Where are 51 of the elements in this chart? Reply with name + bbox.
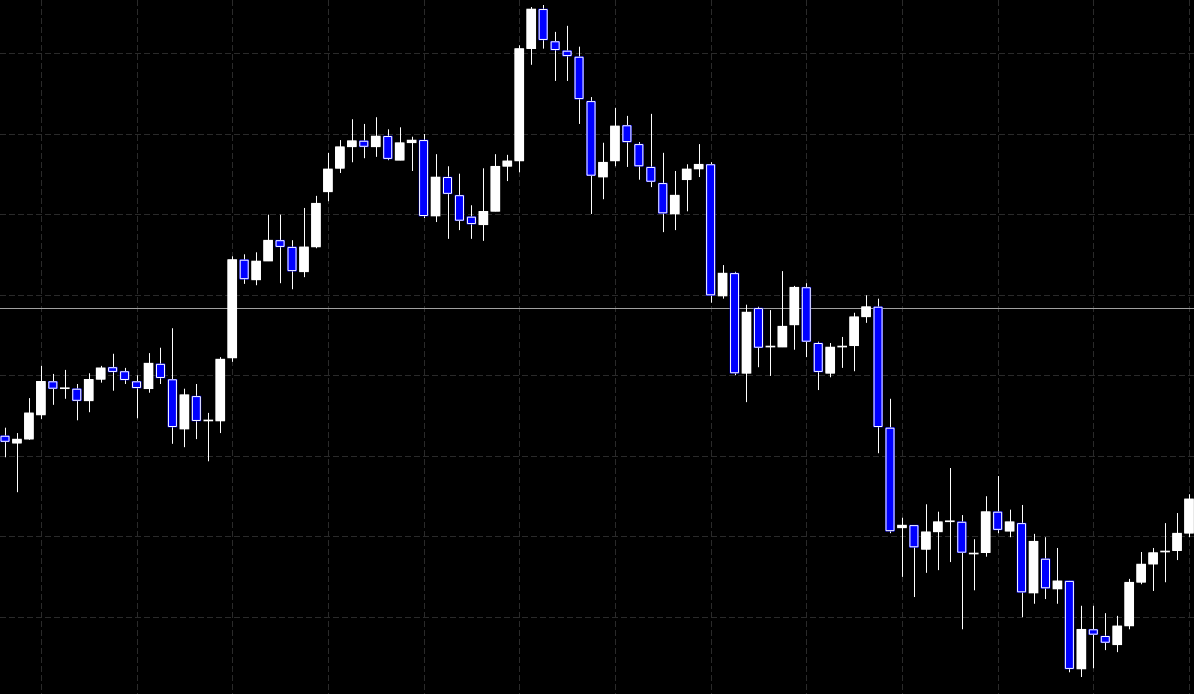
- candlestick: [669, 170, 680, 231]
- candlestick: [478, 167, 489, 242]
- candlestick: [861, 294, 871, 324]
- candlestick: [275, 214, 285, 284]
- candlestick: [645, 113, 656, 188]
- candlestick: [1100, 612, 1111, 651]
- candlestick: [71, 383, 82, 421]
- candlestick: [442, 165, 453, 240]
- candlestick: [347, 118, 357, 163]
- candlestick: [1136, 551, 1146, 585]
- candlestick: [693, 143, 704, 178]
- candlestick: [131, 374, 142, 419]
- candlestick: [406, 136, 417, 172]
- candlestick: [1172, 512, 1182, 561]
- candlestick: [777, 270, 788, 348]
- candlestick: [382, 128, 393, 161]
- candlestick: [622, 115, 632, 168]
- candlestick: [1148, 547, 1158, 592]
- candlestick: [909, 524, 919, 598]
- candlestick: [550, 31, 560, 82]
- candlestick: [335, 139, 345, 174]
- candlestick: [323, 152, 333, 202]
- candlestick: [933, 511, 943, 571]
- candlestick: [1088, 605, 1099, 669]
- candlestick: [502, 154, 513, 182]
- candlestick: [1004, 509, 1015, 538]
- candlestick: [370, 116, 381, 158]
- candlestick: [681, 163, 692, 212]
- candlestick: [263, 214, 273, 262]
- candlestick: [1052, 547, 1063, 605]
- candlestick: [394, 126, 405, 161]
- candlestick: [107, 353, 118, 392]
- candlestick: [12, 432, 22, 493]
- candlestick: [598, 142, 608, 200]
- candlestick: [83, 372, 94, 413]
- candlestick: [251, 251, 261, 286]
- candlestick: [59, 369, 70, 400]
- candlestick: [921, 503, 931, 574]
- candlestick: [717, 264, 728, 300]
- candlestick: [0, 427, 10, 458]
- candlestick: [944, 467, 955, 563]
- candlestick: [562, 25, 572, 82]
- candlestick: [239, 253, 250, 285]
- candlestick: [1112, 615, 1123, 653]
- candlestick: [155, 347, 166, 385]
- candlestick: [634, 141, 644, 181]
- candlestick: [466, 204, 477, 240]
- candlestick: [992, 475, 1003, 534]
- candlestick: [897, 517, 907, 578]
- candlestick: [48, 373, 58, 406]
- candlestick: [358, 123, 369, 159]
